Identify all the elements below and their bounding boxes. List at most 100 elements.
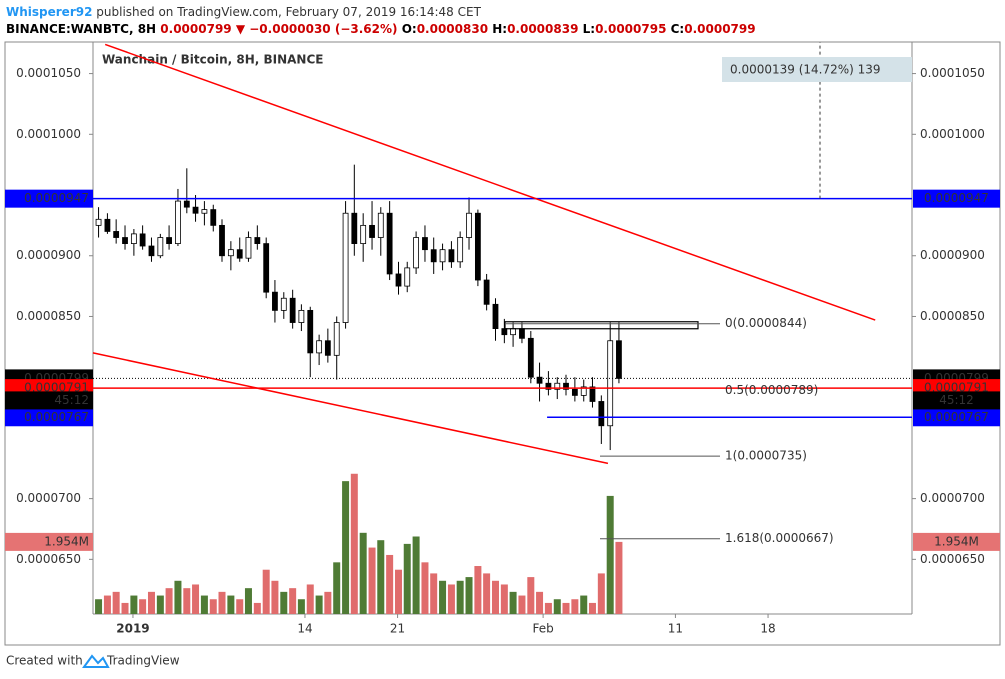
candle-body: [430, 249, 437, 263]
fib-label: 1.618(0.0000667): [725, 531, 834, 545]
candle-body: [130, 233, 137, 244]
candle-body: [527, 337, 534, 378]
fib-label: 0(0.0000844): [725, 316, 807, 330]
volume-bar: [412, 536, 420, 614]
ohlc-label: C:: [671, 22, 685, 36]
candle-body: [113, 231, 120, 238]
candle-body: [342, 212, 349, 323]
volume-bar: [183, 588, 191, 614]
volume-axis-label-box: [913, 532, 1000, 551]
fib-label: 1(0.0000735): [725, 449, 807, 463]
candle-body: [369, 224, 375, 238]
candle-body: [536, 376, 543, 384]
candle-body: [324, 340, 331, 356]
candle-body: [148, 245, 155, 257]
y-tick-label: 0.0000650: [920, 552, 985, 566]
volume-bar: [156, 595, 164, 614]
candle-body: [254, 237, 261, 244]
fib-label: 0.5(0.0000789): [725, 383, 818, 397]
candle-body: [289, 297, 296, 323]
volume-bar: [121, 602, 129, 614]
volume-bar: [544, 602, 552, 614]
ohlc-label: O:: [402, 22, 417, 36]
ohlc-label: H:: [492, 22, 507, 36]
volume-bar: [350, 473, 358, 614]
candle-body: [554, 382, 561, 390]
volume-bar: [518, 595, 526, 614]
volume-bar: [474, 566, 482, 614]
volume-bar: [509, 591, 517, 614]
measure-box: [722, 57, 912, 82]
candle-body: [466, 212, 472, 238]
y-tick-label: 0.0001050: [16, 66, 81, 80]
ohlc-value: 0.0000830: [417, 22, 488, 36]
volume-bar: [368, 547, 376, 614]
candle-body: [589, 386, 596, 402]
axis-price-label-box: [913, 408, 1000, 427]
fib-box: [504, 321, 699, 330]
candle-body: [175, 200, 181, 244]
axis-price-label-box: [5, 189, 93, 208]
axis-price-label: 0.0000791: [24, 381, 89, 395]
candle-body: [492, 303, 499, 330]
brand[interactable]: TradingView: [106, 654, 180, 668]
candle-body: [95, 218, 102, 226]
volume-bar: [421, 562, 429, 614]
volume-bar: [289, 588, 297, 614]
candle-body: [598, 401, 605, 427]
candle-body: [607, 340, 614, 427]
y-tick-label: 0.0001000: [920, 127, 985, 141]
candle-body: [386, 212, 393, 275]
candle-body: [298, 309, 305, 323]
volume-bar: [527, 577, 535, 614]
x-tick-label: 18: [760, 622, 775, 636]
candle-body: [545, 382, 552, 390]
candle-body: [236, 249, 243, 259]
symbol-line: BINANCE:WANBTC, 8H 0.0000799 ▼ −0.000003…: [6, 22, 756, 36]
trend-line: [92, 352, 609, 465]
y-tick-label: 0.0000900: [16, 248, 81, 262]
volume-bar: [359, 532, 367, 614]
last-price: 0.0000799: [160, 22, 231, 36]
candle-body: [263, 243, 270, 293]
logo: [82, 654, 110, 668]
candle-body: [422, 237, 428, 251]
candle-body: [157, 237, 164, 257]
volume-bar: [342, 481, 350, 614]
candle-body: [227, 249, 234, 257]
y-tick-label: 0.0000700: [16, 491, 81, 505]
candle-body: [510, 328, 516, 336]
chart-frame: [4, 41, 1001, 646]
volume-axis-label: 1.954M: [934, 534, 979, 548]
candle-body: [360, 224, 367, 244]
author[interactable]: Whisperer92: [6, 5, 92, 19]
y-tick-label: 0.0000650: [16, 552, 81, 566]
volume-bar: [253, 602, 261, 614]
countdown: 45:12: [54, 393, 89, 407]
candle-body: [104, 218, 111, 232]
change: −0.0000030 (−3.62%): [249, 22, 397, 36]
volume-bar: [174, 580, 182, 614]
axis-price-label: 0.0000767: [24, 410, 89, 424]
candle-body: [580, 386, 587, 396]
candle-body: [571, 388, 578, 396]
volume-bar: [386, 554, 394, 614]
candle-body: [377, 212, 384, 238]
candle-body: [333, 322, 340, 356]
countdown: 45:12: [939, 393, 974, 407]
published: published on TradingView.com, February 0…: [96, 5, 481, 19]
volume-bar: [324, 591, 332, 614]
volume-bar: [315, 595, 323, 614]
x-tick-label: 21: [390, 622, 405, 636]
volume-bar: [465, 577, 473, 614]
axis-price-label: 0.0000791: [924, 381, 989, 395]
axis-price-label: 0.0000947: [24, 191, 89, 205]
ohlc-value: 0.0000799: [684, 22, 755, 36]
volume-bar: [130, 595, 138, 614]
candle-body: [519, 328, 525, 339]
measure-label: 0.0000139 (14.72%) 139: [730, 63, 881, 77]
axis-price-label-box: [913, 189, 1000, 208]
candle-body: [501, 328, 508, 336]
candle-body: [404, 267, 411, 287]
candle-body: [457, 237, 464, 263]
